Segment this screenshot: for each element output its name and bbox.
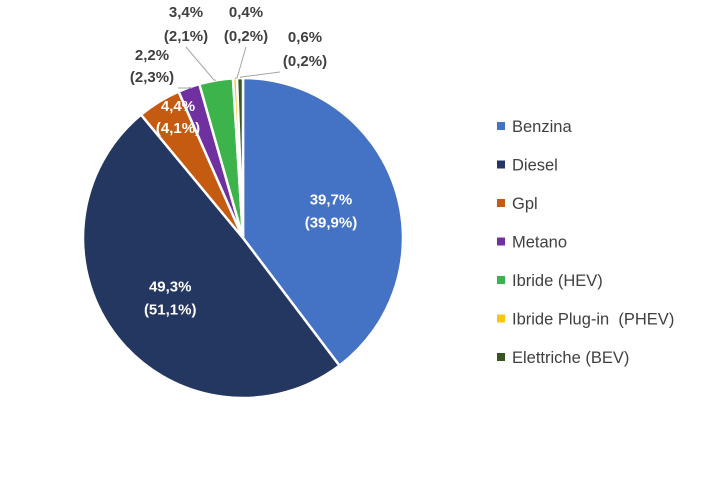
data-label-ibride-hev: 3,4% (169, 4, 203, 21)
legend: Benzina Diesel Gpl Metano Ibride (HEV) Ibride… (497, 118, 674, 367)
legend-label-diesel: Diesel (512, 157, 558, 175)
data-label-diesel: 49,3% (149, 279, 192, 296)
data-label-secondary-diesel: (51,1%) (144, 302, 197, 319)
legend-label-benzina: Benzina (512, 118, 572, 136)
data-labels: 39,7% (39,9%) 49,3% (51,1%) 4,4% (4,1%) 2,2% (2… (130, 4, 357, 319)
legend-label-gpl: Gpl (512, 195, 538, 213)
legend-swatch-gpl (497, 199, 505, 207)
legend-label-ibride-plug-in-phev: Ibride Plug-in (PHEV) (512, 311, 674, 329)
pie-slices (81, 76, 405, 400)
legend-swatch-ibride-hev (497, 276, 505, 284)
data-label-benzina: 39,7% (310, 191, 353, 208)
data-label-gpl: 4,4% (161, 98, 195, 115)
data-label-secondary-metano: (2,3%) (130, 69, 174, 86)
legend-swatch-ibride-plug-in-phev (497, 314, 505, 323)
legend-label-metano: Metano (512, 234, 567, 252)
legend-swatch-diesel (497, 160, 505, 169)
data-label-secondary-elettriche-bev: (0,2%) (283, 53, 327, 70)
pie-slice-diesel (81, 112, 342, 400)
data-label-secondary-benzina: (39,9%) (305, 214, 358, 231)
leader-line-elettriche-bev (239, 71, 281, 79)
legend-label-elettriche-bev: Elettriche (BEV) (512, 349, 629, 367)
leader-lines (178, 46, 281, 89)
data-label-secondary-gpl: (4,1%) (156, 120, 200, 137)
leader-line-ibride-plug-in-phev (234, 46, 247, 79)
data-label-secondary-ibride-hev: (2,1%) (164, 28, 208, 45)
data-label-metano: 2,2% (135, 47, 169, 64)
legend-swatch-elettriche-bev (497, 353, 505, 361)
pie-slice-benzina (241, 76, 405, 368)
legend-swatch-benzina (497, 122, 505, 130)
legend-swatch-metano (497, 237, 505, 246)
leader-line-ibride-hev (185, 46, 217, 81)
legend-label-ibride-hev: Ibride (HEV) (512, 272, 603, 290)
data-label-ibride-plug-in-phev: 0,4% (229, 4, 263, 21)
data-label-secondary-ibride-plug-in-phev: (0,2%) (224, 28, 268, 45)
data-label-elettriche-bev: 0,6% (288, 29, 322, 46)
leader-line-metano (178, 86, 193, 89)
